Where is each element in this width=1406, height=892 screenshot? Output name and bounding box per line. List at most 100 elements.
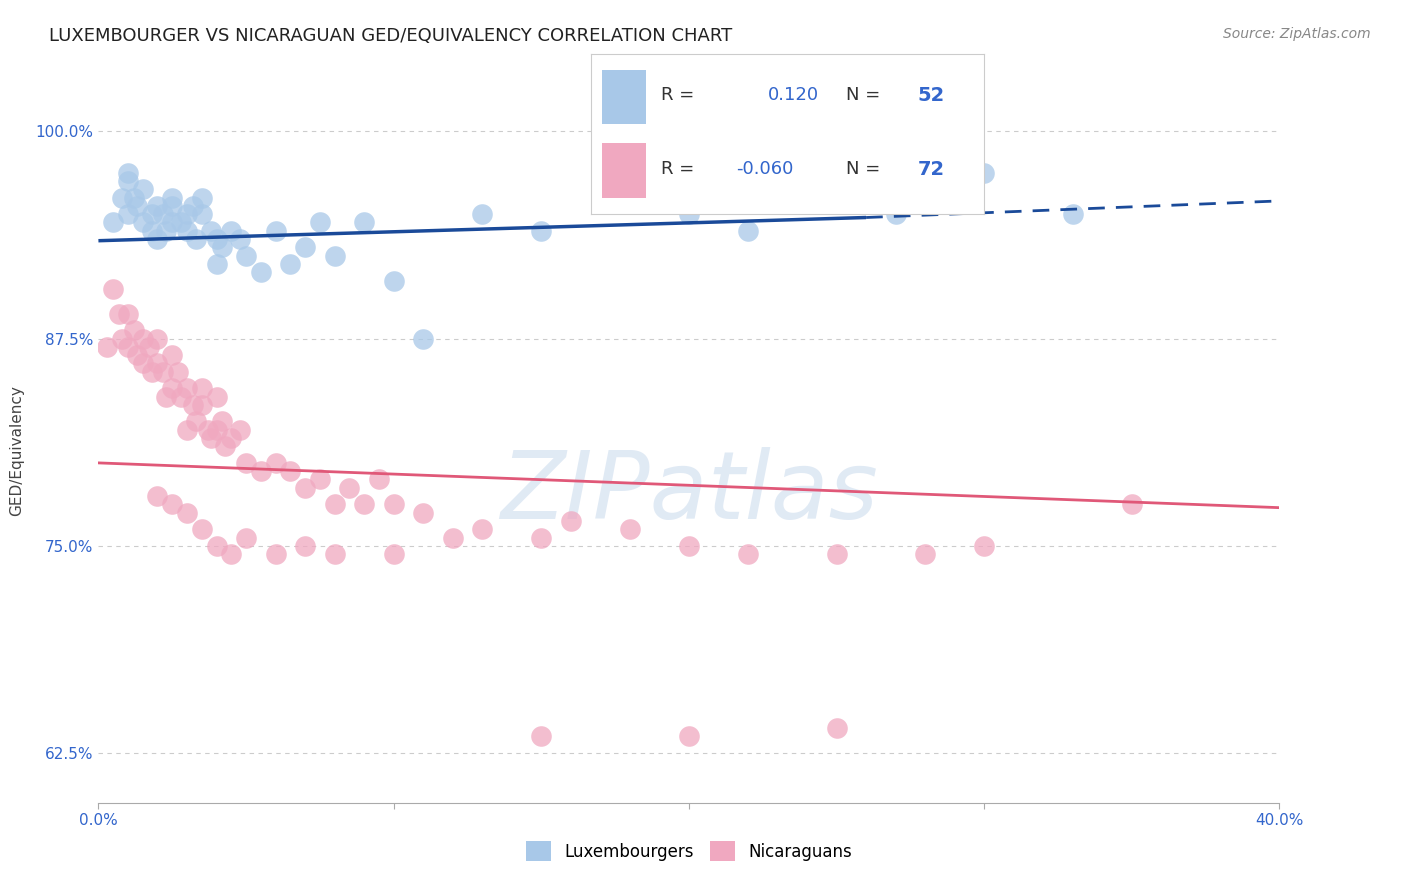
Point <box>96 340 118 354</box>
Point <box>294 539 316 553</box>
Point <box>471 522 494 536</box>
Text: ZIPatlas: ZIPatlas <box>501 447 877 538</box>
Point <box>221 224 243 238</box>
Point <box>162 497 183 511</box>
Point <box>294 481 316 495</box>
Point <box>111 332 134 346</box>
Bar <box>602 70 645 124</box>
Point <box>368 473 391 487</box>
Point <box>1121 497 1143 511</box>
Point <box>280 257 302 271</box>
Point <box>471 207 494 221</box>
Point <box>323 249 346 263</box>
Text: N =: N = <box>846 87 880 104</box>
Point <box>176 381 198 395</box>
Point <box>155 224 177 238</box>
Point <box>205 423 228 437</box>
Point <box>111 191 134 205</box>
Text: N =: N = <box>846 161 880 178</box>
Text: Source: ZipAtlas.com: Source: ZipAtlas.com <box>1223 27 1371 41</box>
Point <box>162 191 183 205</box>
Point <box>412 506 434 520</box>
Point <box>235 249 257 263</box>
Text: R =: R = <box>661 161 695 178</box>
Point <box>162 381 183 395</box>
Point <box>152 365 174 379</box>
Point <box>235 531 257 545</box>
Point <box>264 547 287 561</box>
Point <box>205 232 228 246</box>
Point <box>1062 207 1084 221</box>
Point <box>737 547 759 561</box>
Point <box>125 199 148 213</box>
Point <box>176 506 198 520</box>
Text: R =: R = <box>661 87 695 104</box>
Point <box>250 265 273 279</box>
Point <box>264 224 287 238</box>
Point <box>146 199 169 213</box>
Point <box>294 240 316 254</box>
Point <box>353 215 375 229</box>
Point <box>530 531 553 545</box>
Point <box>825 547 848 561</box>
Point <box>678 730 700 744</box>
Text: LUXEMBOURGER VS NICARAGUAN GED/EQUIVALENCY CORRELATION CHART: LUXEMBOURGER VS NICARAGUAN GED/EQUIVALEN… <box>49 27 733 45</box>
Point <box>264 456 287 470</box>
Point <box>103 282 125 296</box>
Point <box>412 332 434 346</box>
Point <box>200 224 222 238</box>
Point <box>214 439 236 453</box>
Point <box>181 199 204 213</box>
Point <box>141 224 163 238</box>
Point <box>191 191 214 205</box>
Point <box>678 207 700 221</box>
Point <box>122 323 145 337</box>
Point <box>191 207 214 221</box>
Point <box>973 166 995 180</box>
Point <box>170 390 193 404</box>
Point <box>132 182 155 196</box>
Point <box>184 414 207 428</box>
Point <box>191 522 214 536</box>
Point <box>167 365 190 379</box>
Point <box>235 456 257 470</box>
Point <box>117 307 139 321</box>
Point <box>155 390 177 404</box>
Point <box>441 531 464 545</box>
Point <box>141 207 163 221</box>
Text: -0.060: -0.060 <box>737 161 793 178</box>
Point <box>162 215 183 229</box>
Point <box>162 348 183 362</box>
Point <box>211 240 233 254</box>
Point <box>191 398 214 412</box>
Point <box>229 423 252 437</box>
Point <box>152 207 174 221</box>
Point <box>146 489 169 503</box>
Point <box>162 199 183 213</box>
Point <box>221 431 243 445</box>
Point <box>117 207 139 221</box>
Bar <box>602 144 645 198</box>
Point <box>132 332 155 346</box>
Point <box>530 224 553 238</box>
Point <box>309 473 332 487</box>
Legend: Luxembourgers, Nicaraguans: Luxembourgers, Nicaraguans <box>526 841 852 862</box>
Point <box>205 539 228 553</box>
Point <box>141 365 163 379</box>
Point <box>132 215 155 229</box>
Point <box>205 257 228 271</box>
Point <box>382 547 405 561</box>
Point <box>1209 854 1232 868</box>
Point <box>309 215 332 229</box>
Point <box>146 232 169 246</box>
Text: 0.120: 0.120 <box>768 87 818 104</box>
Point <box>211 414 233 428</box>
Point <box>280 464 302 478</box>
Point <box>382 273 405 287</box>
Text: 52: 52 <box>917 86 945 104</box>
Point <box>176 224 198 238</box>
Point <box>619 182 641 196</box>
Point <box>825 191 848 205</box>
Point <box>530 730 553 744</box>
Point <box>678 539 700 553</box>
